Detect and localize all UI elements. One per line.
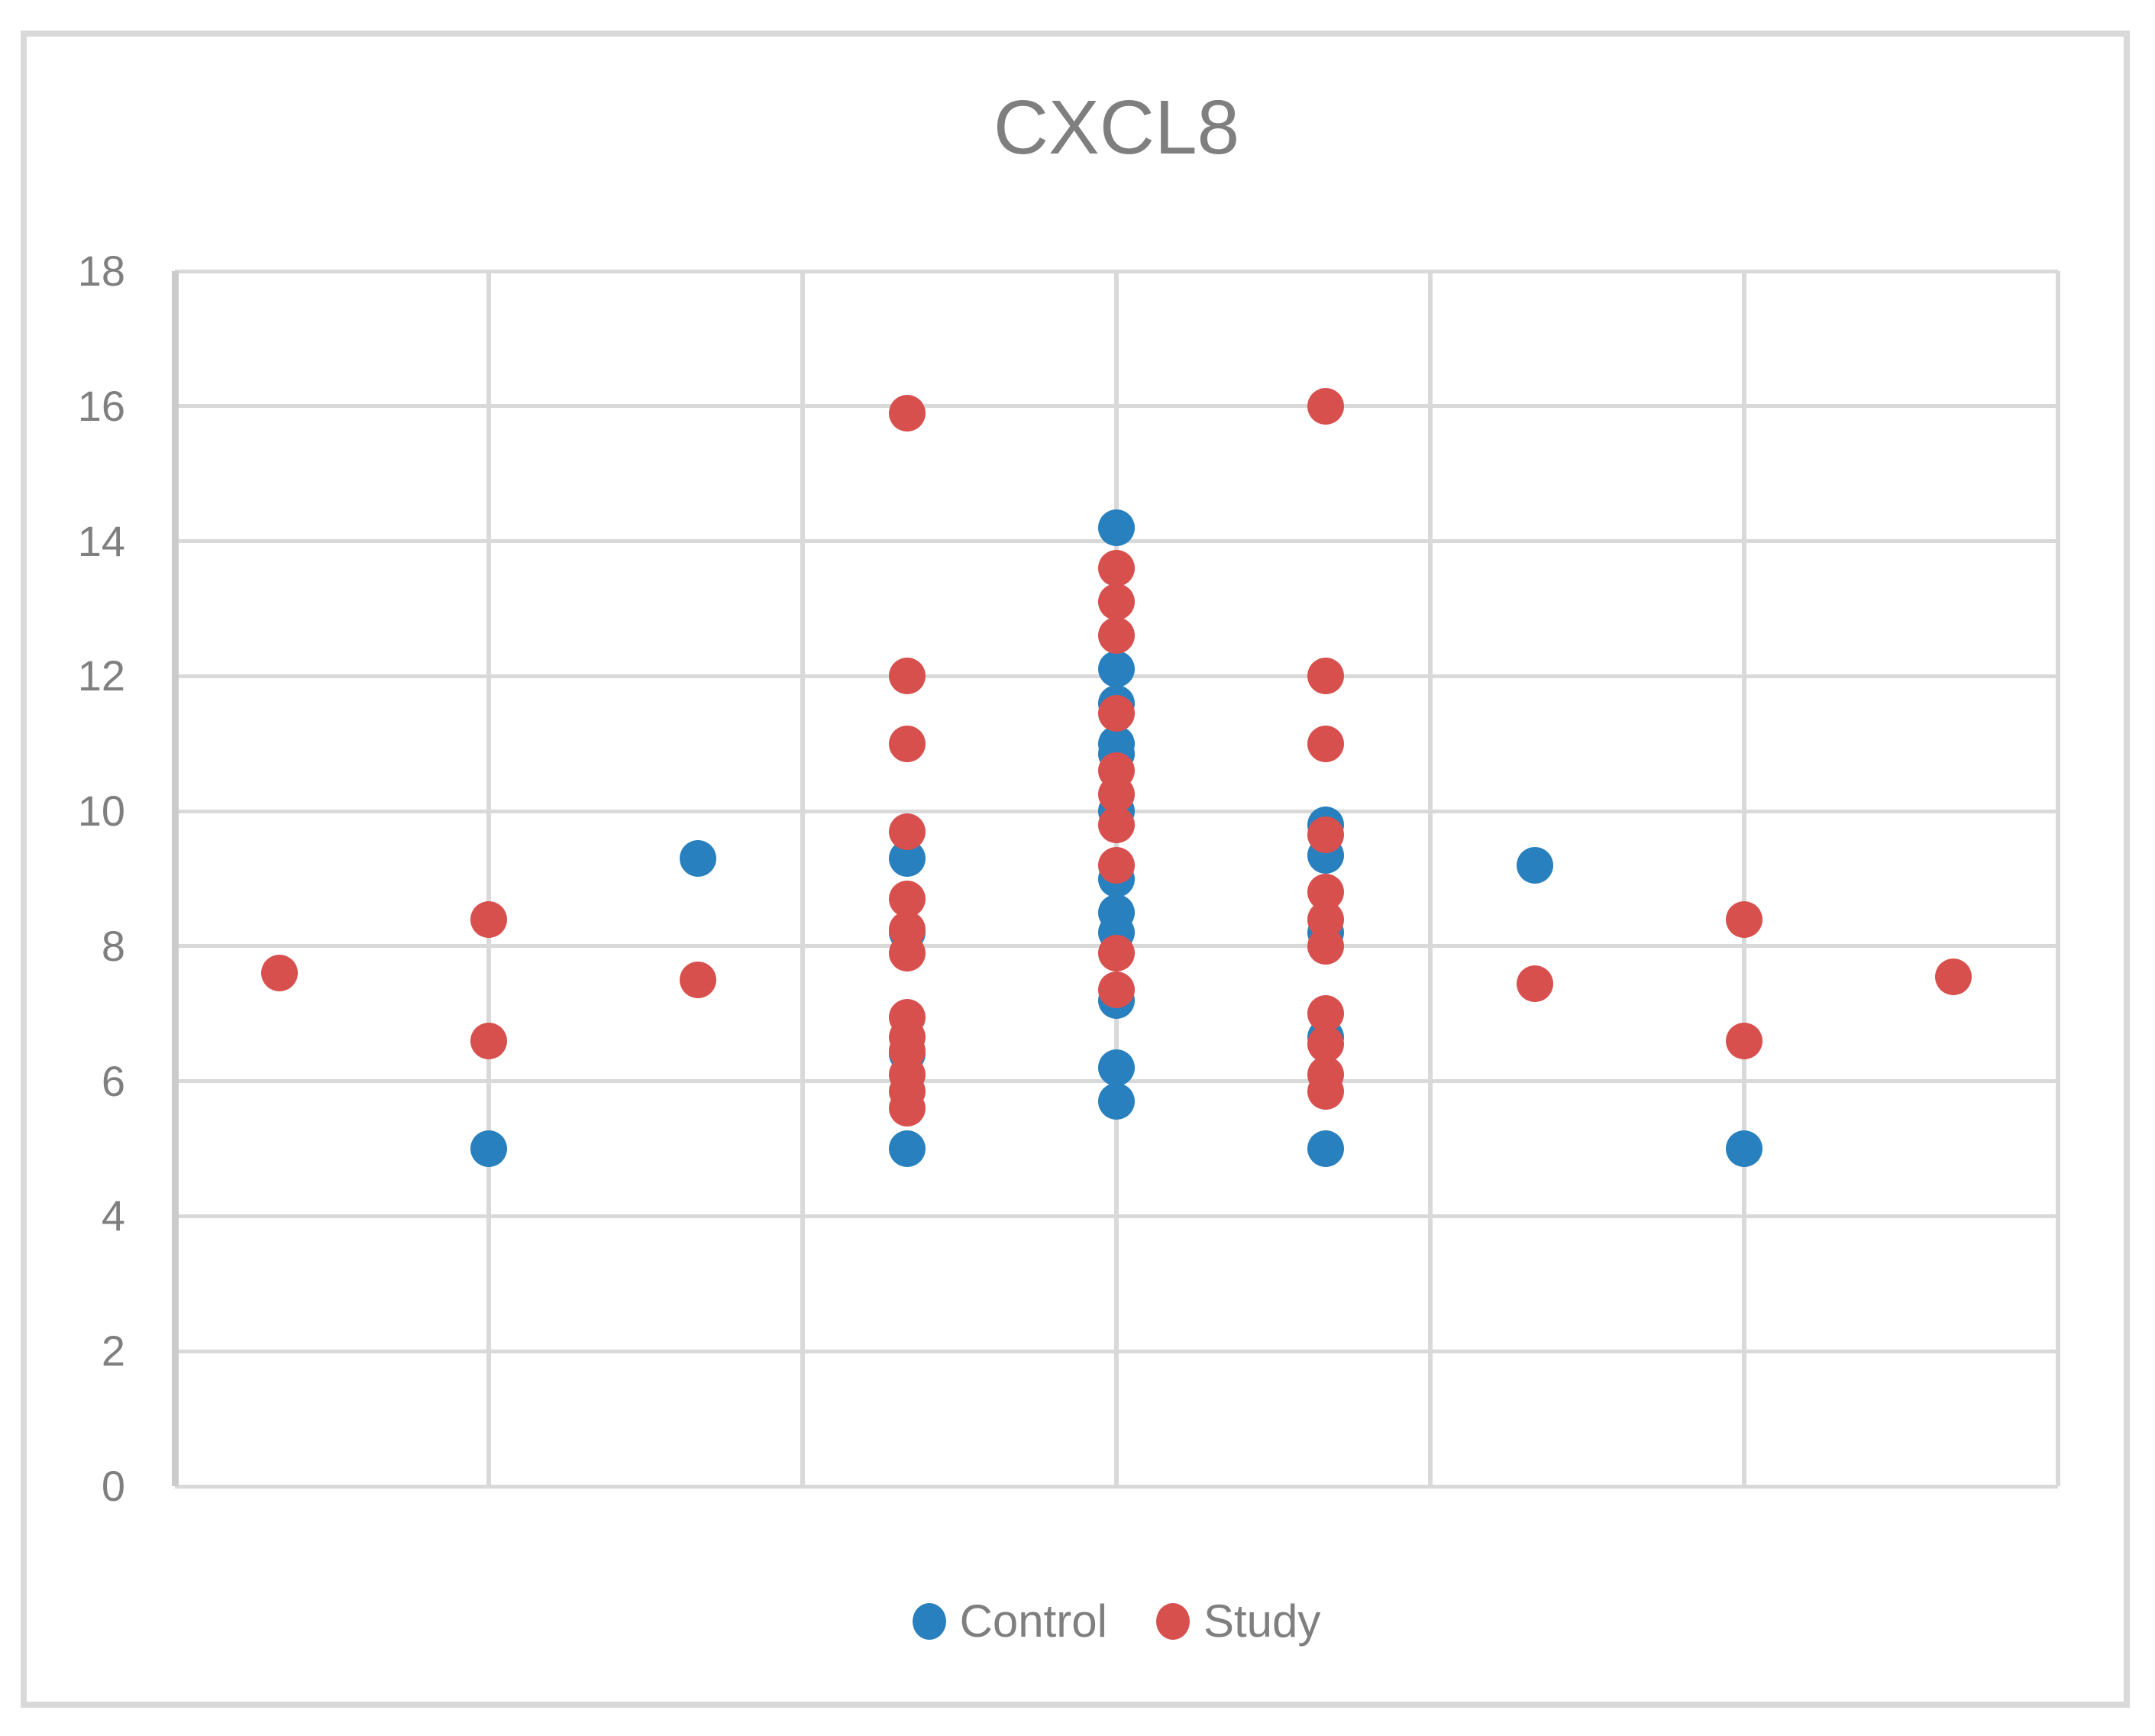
y-axis-tick-label: 2 xyxy=(101,1327,125,1376)
data-point-study xyxy=(1307,927,1344,965)
data-point-study xyxy=(1307,658,1344,695)
data-point-study xyxy=(1935,958,1972,995)
study-marker-icon xyxy=(1155,1602,1190,1640)
control-marker-icon xyxy=(912,1602,946,1640)
data-point-study xyxy=(1098,934,1135,971)
data-point-control xyxy=(680,839,716,877)
gridline-vertical xyxy=(486,271,491,1486)
plot-area xyxy=(171,269,2060,1489)
legend: Control Study xyxy=(175,1595,2058,1647)
data-point-study xyxy=(889,813,926,850)
data-point-study xyxy=(1307,1072,1344,1110)
data-point-study xyxy=(1726,1022,1762,1059)
data-point-study xyxy=(889,1090,926,1127)
data-point-study xyxy=(889,394,926,432)
data-point-control xyxy=(1307,1130,1344,1168)
data-point-study xyxy=(889,725,926,762)
gridline-horizontal xyxy=(175,1484,2058,1489)
data-point-study xyxy=(1726,900,1762,938)
data-point-study xyxy=(1098,846,1135,884)
data-point-study xyxy=(1098,971,1135,1009)
y-axis-tick-label: 18 xyxy=(77,247,125,295)
y-axis-tick-label: 14 xyxy=(77,516,125,565)
legend-label-study: Study xyxy=(1203,1595,1321,1647)
gridline-vertical xyxy=(1428,271,1433,1486)
data-point-study xyxy=(1098,694,1135,732)
data-point-study xyxy=(1098,584,1135,621)
legend-item-study: Study xyxy=(1155,1595,1321,1647)
data-point-study xyxy=(1307,725,1344,762)
y-axis-tick-label: 0 xyxy=(101,1462,125,1510)
data-point-study xyxy=(470,900,507,938)
chart-title: CXCL8 xyxy=(993,85,1240,170)
y-axis-tick-label: 10 xyxy=(77,787,125,836)
data-point-control xyxy=(470,1130,507,1168)
data-point-study xyxy=(261,955,298,992)
data-point-study xyxy=(889,934,926,971)
y-axis-tick-label: 16 xyxy=(77,381,125,430)
y-axis-tick-label: 12 xyxy=(77,651,125,700)
data-point-study xyxy=(1307,816,1344,854)
y-axis-line xyxy=(171,271,179,1486)
data-point-study xyxy=(470,1022,507,1059)
data-point-study xyxy=(1307,387,1344,425)
gridline-vertical xyxy=(2056,271,2060,1486)
data-point-study xyxy=(889,658,926,695)
y-axis-tick-label: 4 xyxy=(101,1191,125,1240)
y-axis-tick-label: 8 xyxy=(101,921,125,970)
y-axis-tick-label: 6 xyxy=(101,1056,125,1105)
gridline-vertical xyxy=(1742,271,1746,1486)
data-point-control xyxy=(1726,1130,1762,1168)
data-point-study xyxy=(680,962,716,999)
data-point-control xyxy=(1098,1049,1135,1086)
data-point-control xyxy=(1098,509,1135,546)
legend-label-control: Control xyxy=(959,1595,1107,1647)
data-point-study xyxy=(1098,549,1135,587)
data-point-study xyxy=(1098,617,1135,655)
data-point-control xyxy=(1517,846,1553,884)
data-point-control xyxy=(889,1130,926,1168)
legend-item-control: Control xyxy=(912,1595,1107,1647)
data-point-study xyxy=(1098,806,1135,843)
data-point-study xyxy=(1517,965,1553,1002)
data-point-control xyxy=(1098,651,1135,688)
gridline-vertical xyxy=(800,271,805,1486)
data-point-control xyxy=(1098,1083,1135,1120)
